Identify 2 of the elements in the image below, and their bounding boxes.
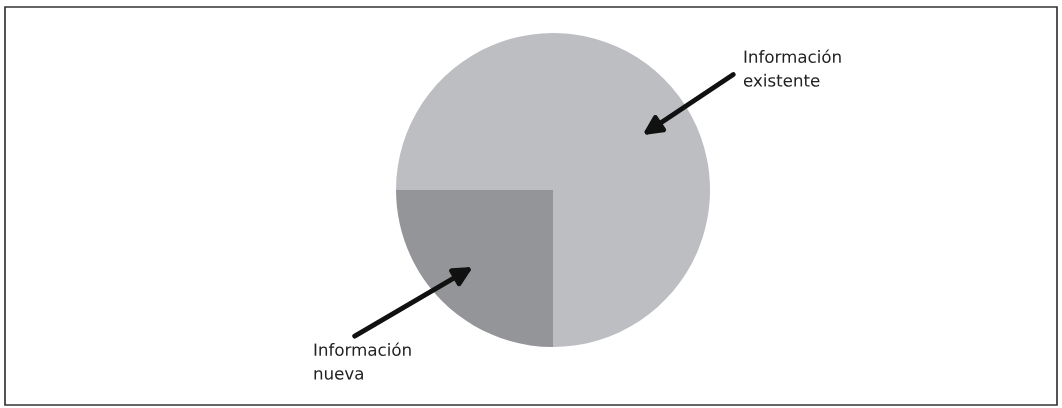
slice-label: Información nueva bbox=[314, 342, 411, 380]
slice-label: Información existente bbox=[743, 49, 841, 87]
